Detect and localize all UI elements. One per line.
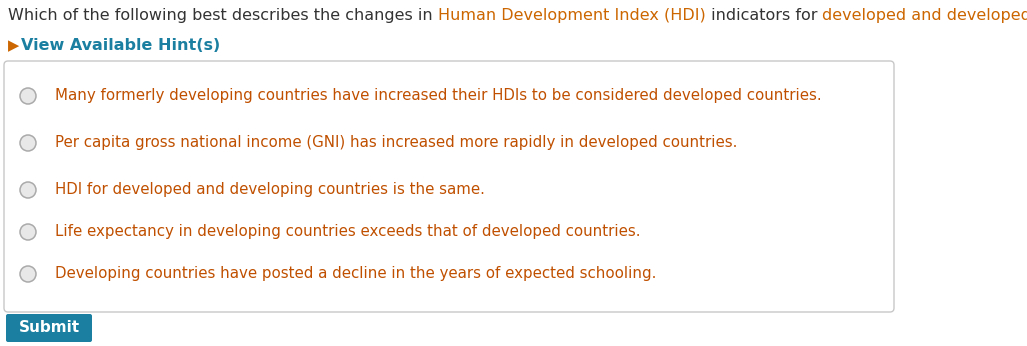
- Text: developed and developed: developed and developed: [823, 8, 1027, 23]
- Text: indicators for: indicators for: [706, 8, 823, 23]
- Text: Human Development Index (HDI): Human Development Index (HDI): [438, 8, 706, 23]
- Text: Developing countries have posted a decline in the years of expected schooling.: Developing countries have posted a decli…: [55, 266, 656, 281]
- Text: Per capita gross national income (GNI) has increased more rapidly in developed c: Per capita gross national income (GNI) h…: [55, 135, 737, 150]
- Text: HDI for developed and developing countries is the same.: HDI for developed and developing countri…: [55, 182, 485, 197]
- Text: View Available Hint(s): View Available Hint(s): [22, 38, 221, 53]
- Circle shape: [20, 224, 36, 240]
- Circle shape: [20, 266, 36, 282]
- Circle shape: [20, 135, 36, 151]
- FancyBboxPatch shape: [4, 61, 893, 312]
- Text: Which of the following best describes the changes in: Which of the following best describes th…: [8, 8, 438, 23]
- Text: ▶: ▶: [8, 38, 20, 53]
- Circle shape: [20, 88, 36, 104]
- FancyBboxPatch shape: [6, 314, 92, 342]
- Text: Many formerly developing countries have increased their HDIs to be considered de: Many formerly developing countries have …: [55, 88, 822, 103]
- Text: Life expectancy in developing countries exceeds that of developed countries.: Life expectancy in developing countries …: [55, 224, 641, 239]
- Circle shape: [20, 182, 36, 198]
- Text: Submit: Submit: [18, 320, 79, 336]
